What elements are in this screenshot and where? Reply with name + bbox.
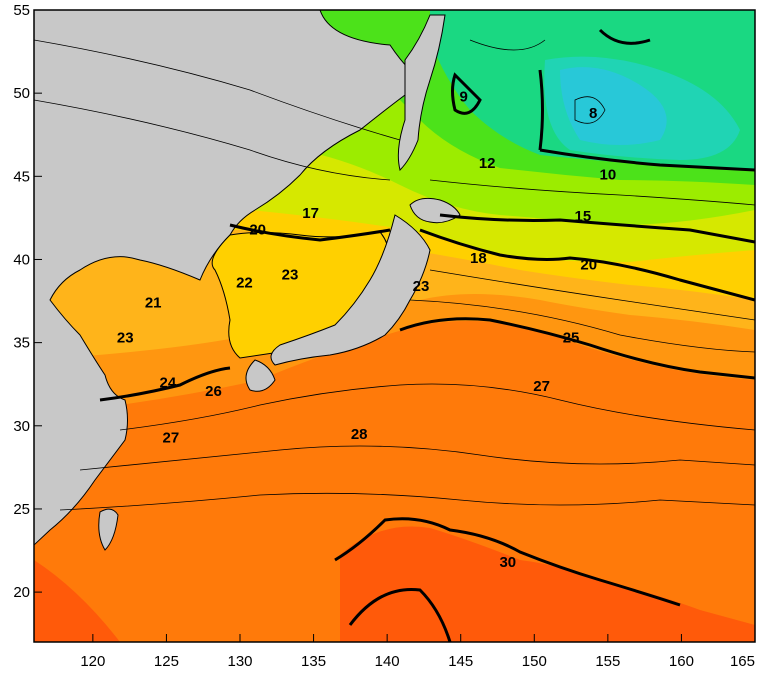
- contour-label: 18: [470, 250, 487, 267]
- y-tick-label: 30: [13, 418, 30, 435]
- y-tick-label: 45: [13, 168, 30, 185]
- y-tick-label: 50: [13, 85, 30, 102]
- contour-label: 26: [205, 383, 222, 400]
- y-tick-label: 55: [13, 2, 30, 19]
- y-tick-label: 25: [13, 501, 30, 518]
- contour-label: 20: [249, 222, 266, 239]
- contour-label: 30: [499, 554, 516, 571]
- contour-label: 21: [145, 295, 162, 312]
- y-tick-label: 40: [13, 251, 30, 268]
- y-tick-label: 20: [13, 584, 30, 601]
- contour-label: 10: [600, 167, 617, 184]
- contour-label: 15: [574, 208, 591, 225]
- x-tick-label: 120: [80, 653, 105, 670]
- contour-label: 23: [413, 278, 430, 295]
- x-tick-label: 155: [595, 653, 620, 670]
- contour-label: 9: [459, 88, 467, 105]
- contour-label: 28: [351, 426, 368, 443]
- contour-label: 24: [160, 375, 177, 392]
- contour-lines: [34, 28, 755, 642]
- x-tick-label: 165: [730, 653, 755, 670]
- x-tick-label: 125: [154, 653, 179, 670]
- contour-label: 22: [236, 275, 253, 292]
- y-tick-label: 35: [13, 335, 30, 352]
- map-frame: [33, 9, 756, 643]
- contour-label: 12: [479, 155, 496, 172]
- temperature-field: [34, 10, 755, 642]
- y-axis: 55 50 45 40 35 30 25 20: [13, 2, 42, 601]
- contour-label: 17: [302, 205, 319, 222]
- x-axis: 120 125 130 135 140 145 150 155 160 165: [80, 634, 756, 670]
- contour-label: 27: [162, 429, 179, 446]
- x-tick-label: 150: [522, 653, 547, 670]
- contour-label: 27: [533, 378, 550, 395]
- contour-label: 23: [117, 330, 134, 347]
- x-tick-label: 135: [301, 653, 326, 670]
- contour-label: 8: [589, 105, 597, 122]
- x-tick-label: 160: [669, 653, 694, 670]
- x-tick-label: 145: [448, 653, 473, 670]
- x-tick-label: 140: [375, 653, 400, 670]
- x-tick-label: 130: [227, 653, 252, 670]
- contour-label: 25: [563, 330, 580, 347]
- contour-label: 23: [282, 266, 299, 283]
- contour-label: 20: [580, 256, 597, 273]
- contour-labels: 8 9 10 12 15 17 18 20 20 21 22 23 23 23 24 25 26 27 27 28 30: [117, 88, 616, 571]
- land-mass: [34, 10, 461, 551]
